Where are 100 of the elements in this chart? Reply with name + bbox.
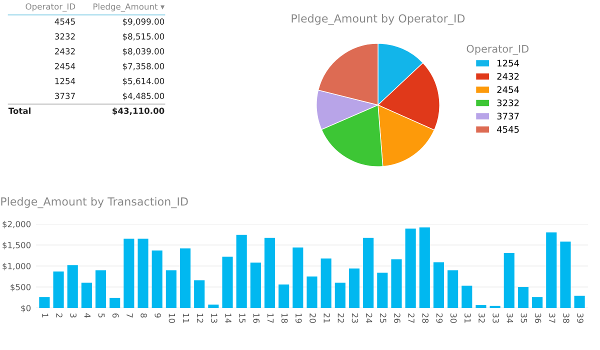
chart-title: Pledge_Amount by Operator_ID	[292, 14, 465, 26]
bar	[532, 297, 543, 308]
text: $8,515.00	[122, 33, 164, 41]
bar	[138, 238, 148, 308]
legend-label: 1254	[498, 60, 520, 67]
text: $7,358.00	[122, 62, 164, 70]
y-tick-label: $1,500	[2, 242, 31, 250]
x-tick-label: 30	[450, 313, 457, 323]
bar	[334, 282, 346, 308]
bar	[53, 271, 64, 308]
x-tick-label: 4	[84, 313, 90, 318]
x-tick-label: 26	[394, 313, 400, 323]
text: 2432	[55, 48, 75, 54]
bar	[95, 270, 106, 308]
x-tick-label: 9	[154, 313, 161, 318]
chart-title: Pledge_Amount by Transaction_ID	[1, 197, 188, 208]
x-tick-label: 1	[42, 314, 48, 318]
bar	[546, 232, 557, 308]
text: 3737	[55, 92, 75, 100]
bar	[560, 242, 571, 308]
legend-label: 4545	[497, 126, 519, 133]
text: $4,485.00	[122, 92, 164, 100]
legend-label: 2432	[497, 72, 519, 80]
bar	[462, 286, 472, 308]
x-tick-label: 2	[56, 313, 62, 318]
x-tick-label: 31	[464, 313, 471, 323]
text: $9,099.00	[122, 18, 164, 26]
bar	[278, 284, 290, 308]
bar	[180, 248, 191, 308]
bar	[363, 238, 374, 308]
x-tick-label: 13	[211, 314, 218, 323]
x-tick-label: 11	[182, 314, 190, 323]
x-tick-label: 3	[70, 313, 76, 318]
bar	[433, 262, 444, 308]
text: Operator_ID	[26, 3, 76, 12]
bar	[476, 305, 486, 308]
x-tick-label: 38	[563, 313, 570, 323]
text: 3232	[55, 33, 75, 40]
legend-label: 2454	[497, 86, 520, 94]
bar	[208, 304, 219, 308]
x-tick-label: 25	[380, 313, 386, 323]
bar	[306, 276, 318, 308]
bar	[264, 238, 276, 308]
x-tick-label: 5	[98, 314, 105, 318]
bar	[348, 268, 360, 308]
bar	[166, 270, 176, 308]
x-tick-label: 39	[577, 313, 584, 323]
x-tick-label: 34	[506, 313, 514, 323]
x-tick-label: 8	[140, 313, 147, 318]
x-tick-label: 22	[338, 313, 344, 323]
bar	[236, 234, 247, 308]
x-tick-label: 36	[534, 313, 542, 323]
bar	[39, 297, 50, 308]
bar	[419, 227, 430, 308]
y-tick-label: $2,000	[2, 220, 31, 228]
bar	[391, 259, 402, 308]
x-tick-label: 29	[436, 313, 443, 323]
y-tick-label: $0	[21, 304, 31, 312]
bar	[448, 270, 458, 308]
y-tick-label: $500	[10, 284, 31, 292]
text: 4545	[54, 18, 75, 25]
bar	[320, 258, 332, 308]
text: 1254	[55, 78, 76, 84]
bar	[250, 262, 261, 308]
x-tick-label: 28	[422, 313, 429, 323]
text: $5,614.00	[122, 78, 164, 86]
x-tick-label: 7	[126, 314, 133, 318]
x-tick-label: 37	[548, 313, 556, 323]
x-tick-label: 32	[478, 313, 485, 323]
x-tick-label: 14	[225, 314, 232, 323]
x-tick-label: 35	[520, 313, 528, 323]
x-tick-label: 15	[239, 314, 246, 323]
x-tick-label: 24	[366, 313, 372, 323]
bar	[67, 265, 78, 308]
bar	[504, 252, 514, 308]
bar	[574, 296, 585, 308]
bar	[222, 256, 233, 308]
bar	[124, 238, 134, 308]
x-tick-label: 18	[281, 314, 288, 323]
x-tick-label: 33	[492, 313, 499, 323]
bar	[518, 287, 529, 308]
legend-title: Operator_ID	[466, 44, 529, 56]
text: 2454	[55, 63, 76, 70]
x-tick-label: 10	[168, 314, 176, 323]
text: Pledge_Amount ▾	[94, 3, 165, 12]
legend-label: 3737	[497, 112, 519, 120]
bar	[377, 272, 388, 308]
x-tick-label: 23	[352, 313, 358, 323]
x-tick-label: 12	[197, 314, 204, 323]
legend-label: 3232	[497, 99, 519, 106]
x-tick-label: 20	[310, 313, 316, 323]
x-tick-label: 16	[253, 314, 260, 323]
x-tick-label: 21	[324, 313, 330, 323]
y-tick-label: $1,000	[2, 262, 31, 270]
text: $8,039.00	[122, 48, 164, 56]
bar	[110, 298, 120, 308]
bar	[81, 282, 92, 308]
x-tick-label: 27	[408, 313, 414, 323]
bar	[194, 280, 205, 308]
bar	[405, 228, 416, 308]
